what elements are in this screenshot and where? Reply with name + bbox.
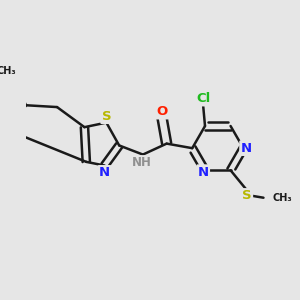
Text: CH₃: CH₃ <box>273 193 292 203</box>
Text: N: N <box>99 166 110 179</box>
Text: NH: NH <box>132 156 152 169</box>
Text: N: N <box>198 166 209 178</box>
Text: S: S <box>242 189 252 203</box>
Text: O: O <box>157 105 168 118</box>
Text: N: N <box>241 142 252 155</box>
Text: Cl: Cl <box>196 92 210 105</box>
Text: S: S <box>102 110 111 123</box>
Text: CH₃: CH₃ <box>0 65 16 76</box>
